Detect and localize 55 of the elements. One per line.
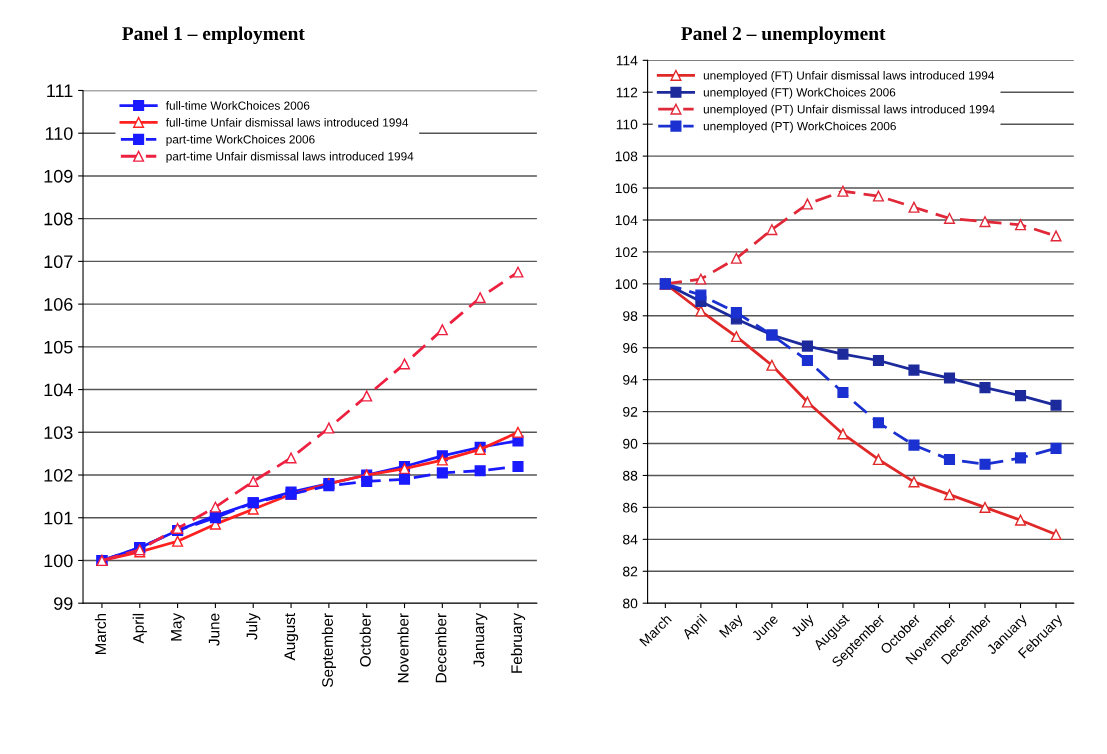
x-tick-label: February bbox=[510, 612, 526, 673]
y-tick-label: 108 bbox=[44, 212, 73, 226]
y-tick-label: 110 bbox=[45, 127, 73, 140]
y-tick-label: 96 bbox=[623, 343, 638, 353]
x-tick-label: August bbox=[284, 613, 299, 661]
y-tick-label: 106 bbox=[615, 183, 638, 194]
y-tick-label: 100 bbox=[44, 554, 73, 568]
y-tick-label: 94 bbox=[623, 375, 638, 385]
y-tick-label: 102 bbox=[44, 468, 73, 482]
y-tick-label: 107 bbox=[44, 255, 73, 269]
x-tick-label: July bbox=[246, 612, 261, 640]
x-tick-label: July bbox=[790, 612, 817, 640]
y-tick-label: 110 bbox=[616, 119, 638, 130]
y-tick-label: 102 bbox=[615, 247, 638, 258]
y-tick-label: 114 bbox=[616, 55, 638, 66]
x-tick-label: May bbox=[171, 612, 185, 641]
y-tick-label: 84 bbox=[623, 534, 638, 545]
legend-label: unemployed (PT) WorkChoices 2006 bbox=[703, 121, 896, 133]
x-tick-label: May bbox=[719, 613, 746, 640]
y-tick-label: 100 bbox=[615, 279, 638, 290]
legend-label: unemployed (FT) Unfair dismissal laws introduced 1994 bbox=[703, 70, 995, 82]
x-tick-label: December bbox=[435, 613, 447, 683]
legend-label: full-time WorkChoices 2006 bbox=[165, 101, 310, 110]
y-tick-label: 108 bbox=[615, 151, 638, 162]
legend-label: full-time Unfair dismissal laws introduced 1994 bbox=[165, 118, 409, 127]
x-tick-label: April bbox=[132, 613, 147, 644]
y-tick-label: 88 bbox=[623, 470, 638, 481]
y-tick-label: 103 bbox=[44, 426, 73, 440]
y-tick-label: 104 bbox=[615, 215, 638, 226]
legend-label: unemployed (FT) WorkChoices 2006 bbox=[703, 87, 896, 99]
y-tick-label: 98 bbox=[623, 311, 638, 321]
y-tick-label: 109 bbox=[44, 169, 73, 183]
y-tick-label: 90 bbox=[623, 438, 638, 449]
y-tick-label: 86 bbox=[623, 502, 638, 513]
y-tick-label: 92 bbox=[623, 406, 638, 417]
y-tick-label: 101 bbox=[44, 511, 73, 525]
y-tick-label: 99 bbox=[54, 597, 73, 610]
y-tick-label: 80 bbox=[623, 598, 638, 609]
legend-label: unemployed (PT) Unfair dismissal laws introduced 1994 bbox=[703, 104, 995, 116]
chart-title: Panel 2 – unemployment bbox=[681, 26, 886, 45]
x-tick-label: October bbox=[359, 613, 371, 667]
y-tick-label: 104 bbox=[44, 383, 73, 397]
x-tick-label: March bbox=[94, 613, 107, 655]
y-tick-label: 112 bbox=[616, 87, 638, 98]
x-tick-label: June bbox=[208, 613, 220, 646]
y-tick-label: 105 bbox=[44, 340, 73, 354]
y-tick-label: 111 bbox=[47, 84, 73, 98]
chart-title: Panel 1 – employment bbox=[122, 26, 305, 45]
legend-label: part-time WorkChoices 2006 bbox=[166, 134, 315, 146]
y-tick-label: 106 bbox=[44, 298, 73, 311]
x-tick-label: November bbox=[397, 613, 409, 683]
x-tick-label: September bbox=[321, 613, 336, 687]
legend-label: part-time Unfair dismissal laws introduced 1994 bbox=[166, 151, 414, 163]
x-tick-label: January bbox=[473, 612, 488, 668]
y-tick-label: 82 bbox=[623, 566, 638, 577]
